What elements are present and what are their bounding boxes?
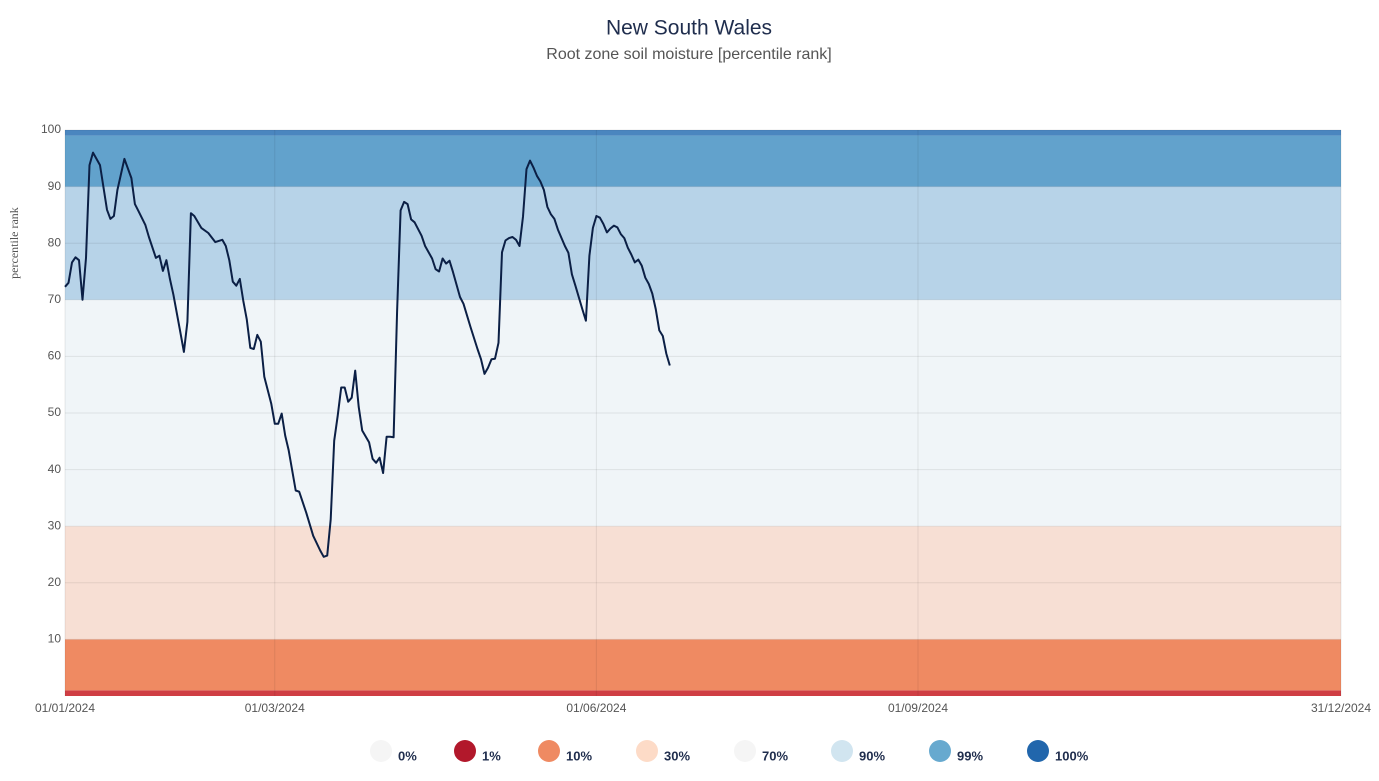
y-tick-label: 50: [48, 405, 62, 419]
band: [65, 130, 1341, 136]
legend-label: 0%: [398, 748, 417, 763]
data-line: [64, 151, 671, 558]
y-tick-label: 30: [48, 518, 62, 532]
legend-swatch: [831, 740, 853, 762]
legend-swatch: [370, 740, 392, 762]
y-tick-label: 100: [41, 122, 61, 136]
legend-label: 100%: [1055, 748, 1089, 763]
x-tick-label: 01/03/2024: [245, 701, 305, 715]
x-tick-label: 31/12/2024: [1311, 701, 1371, 715]
band: [65, 690, 1341, 696]
legend-label: 10%: [566, 748, 592, 763]
band: [65, 639, 1341, 691]
chart-title: New South Wales: [606, 17, 772, 40]
y-tick-label: 10: [48, 632, 62, 646]
y-tick-label: 20: [48, 575, 62, 589]
legend-swatch: [1027, 740, 1049, 762]
legend-label: 90%: [859, 748, 885, 763]
y-tick-label: 70: [48, 292, 62, 306]
y-tick-label: 80: [48, 235, 62, 249]
y-axis-label: percentile rank: [7, 207, 21, 279]
band: [65, 135, 1341, 187]
chart-subtitle: Root zone soil moisture [percentile rank…: [546, 46, 831, 63]
legend-swatch: [929, 740, 951, 762]
band: [65, 526, 1341, 640]
band: [65, 299, 1341, 527]
legend-label: 30%: [664, 748, 690, 763]
y-tick-label: 60: [48, 349, 62, 363]
legend-label: 70%: [762, 748, 788, 763]
x-tick-label: 01/06/2024: [566, 701, 626, 715]
legend-label: 1%: [482, 748, 501, 763]
x-tick-label: 01/01/2024: [35, 701, 95, 715]
x-tick-label: 01/09/2024: [888, 701, 948, 715]
y-tick-label: 90: [48, 179, 62, 193]
band: [65, 186, 1341, 300]
legend-swatch: [734, 740, 756, 762]
legend-swatch: [454, 740, 476, 762]
legend-label: 99%: [957, 748, 983, 763]
legend-swatch: [636, 740, 658, 762]
legend-swatch: [538, 740, 560, 762]
y-tick-label: 40: [48, 462, 62, 476]
